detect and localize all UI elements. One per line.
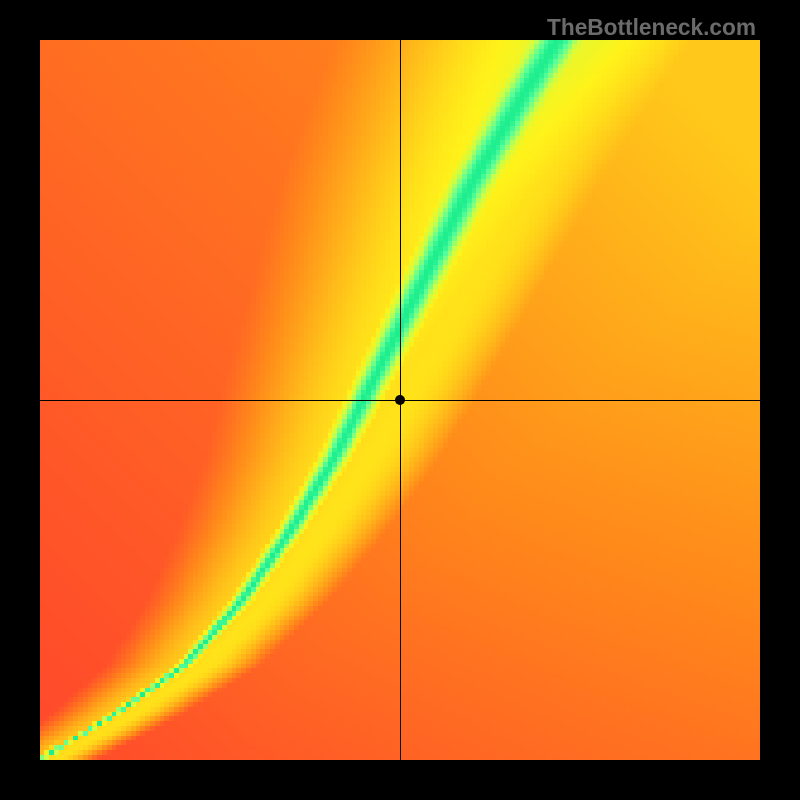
watermark: TheBottleneck.com xyxy=(547,14,756,41)
heatmap-canvas xyxy=(40,40,760,760)
chart-frame xyxy=(40,40,760,760)
